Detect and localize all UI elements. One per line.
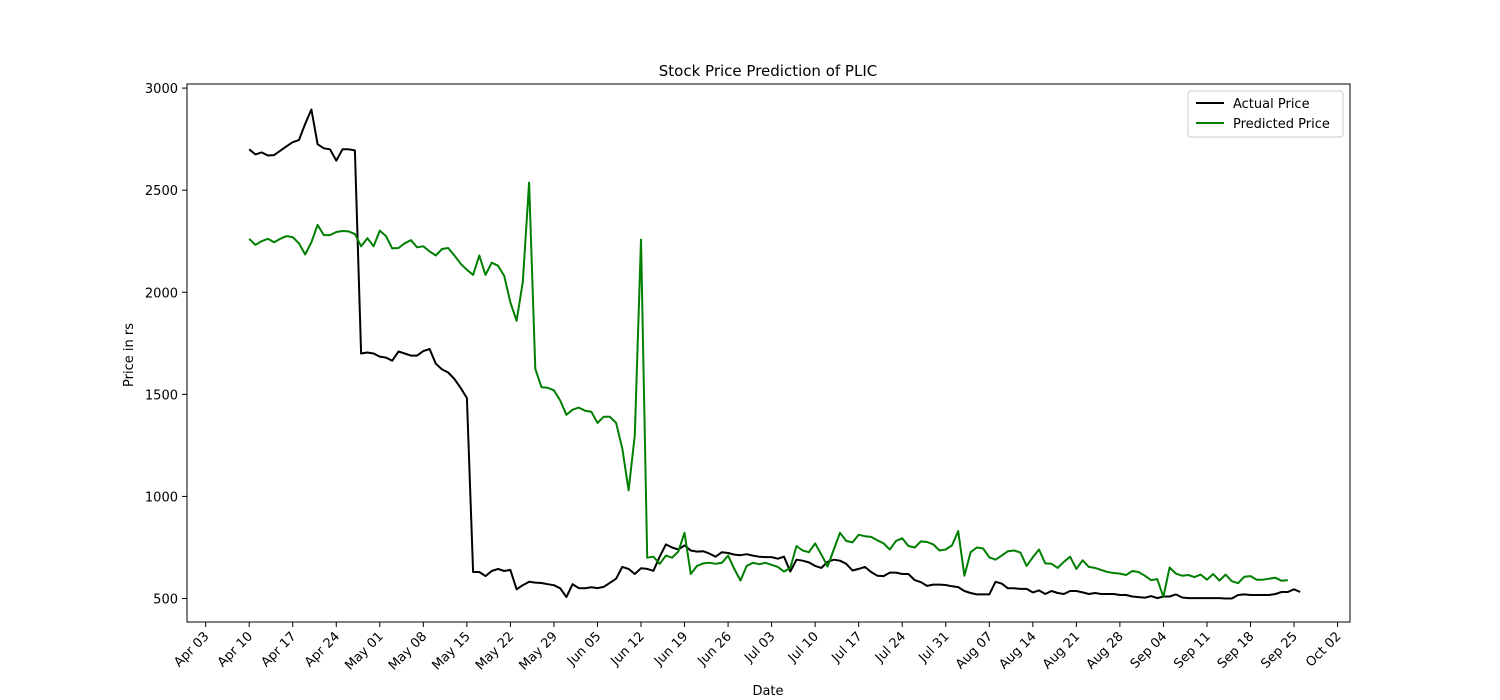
y-tick-label: 1000 [145, 490, 178, 505]
y-axis-label: Price in rs [122, 323, 137, 387]
y-tick-label: 3000 [145, 82, 178, 97]
actual-price-line [248, 108, 1301, 600]
y-tick-label: 500 [153, 593, 178, 608]
legend-actual-price-label: Actual Price [1233, 97, 1310, 112]
y-tick-label: 1500 [145, 388, 178, 403]
legend-box [1187, 90, 1344, 138]
y-axis-ticks: 500 1000 1500 2000 2500 3000 [145, 82, 187, 608]
legend: Actual Price Predicted Price [1187, 90, 1344, 138]
series-layer [248, 108, 1301, 600]
chart-title: Stock Price Prediction of PLIC [659, 62, 877, 80]
x-axis-label: Date [752, 684, 783, 699]
y-tick-label: 2500 [145, 184, 178, 199]
y-tick-label: 2000 [145, 286, 178, 301]
legend-predicted-price-label: Predicted Price [1233, 117, 1330, 132]
predicted-price-line [248, 181, 1288, 598]
plot-frame [186, 83, 1351, 623]
